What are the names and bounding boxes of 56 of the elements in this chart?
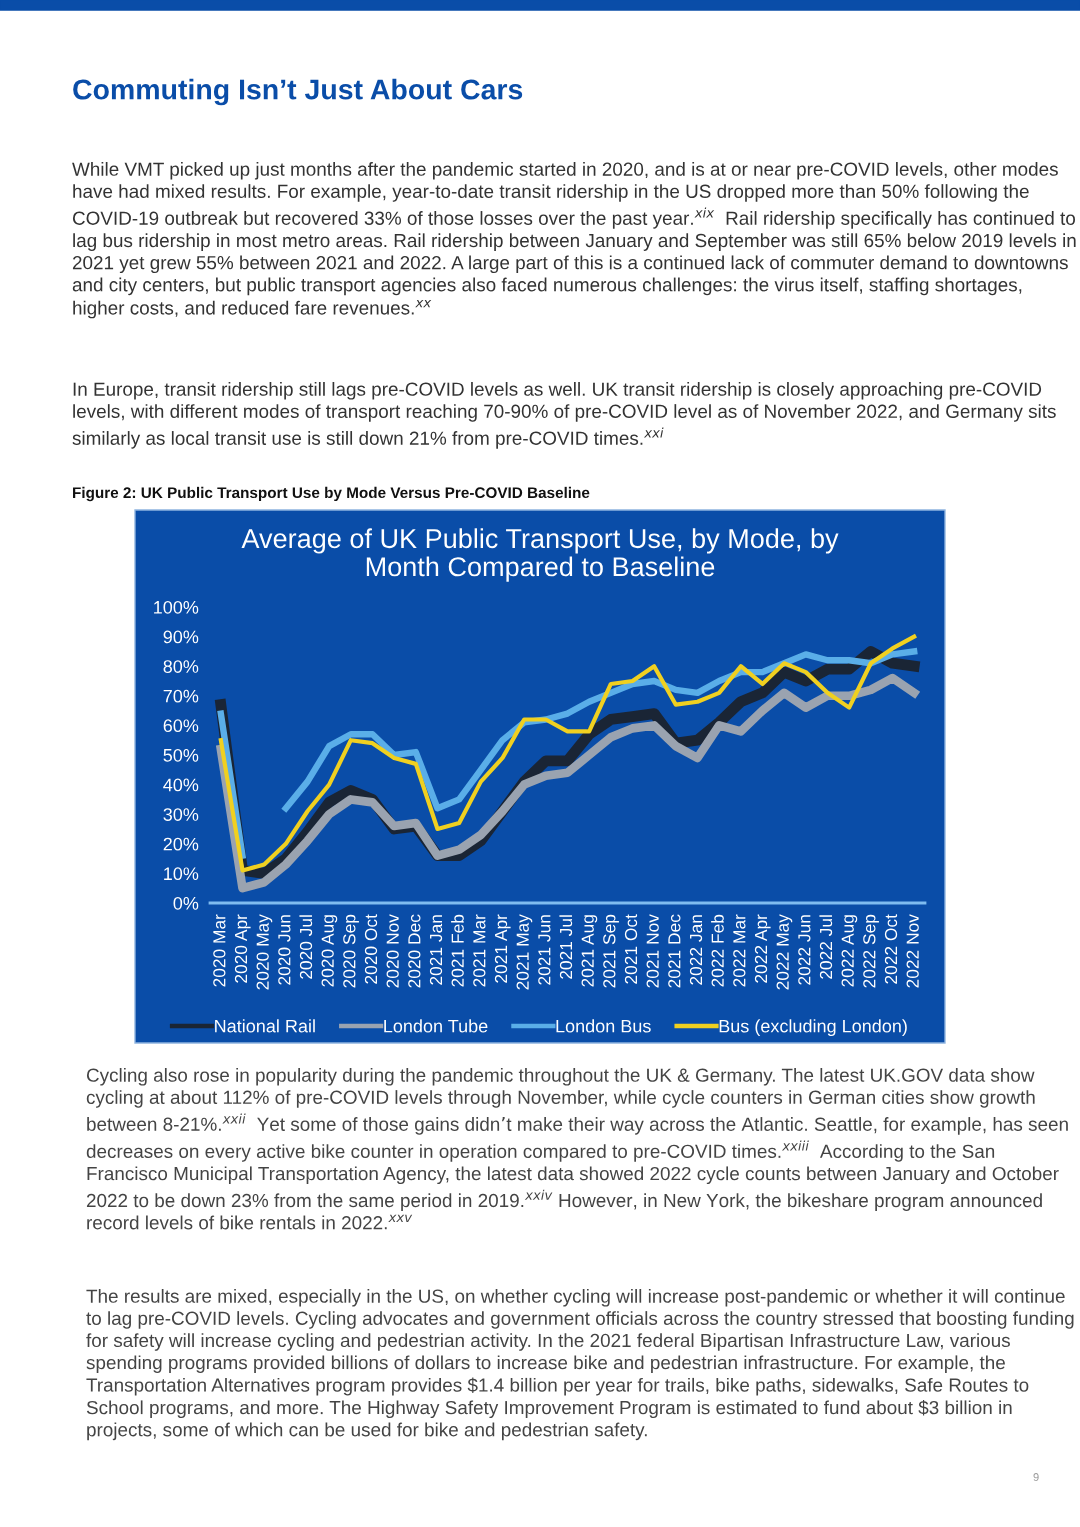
x-tick-label: 2021 Sep bbox=[603, 914, 619, 988]
y-tick-label: 30% bbox=[163, 808, 199, 821]
y-tick-label: 0% bbox=[173, 896, 199, 910]
y-tick-label: 90% bbox=[163, 630, 199, 644]
x-tick-label: 2021 Nov bbox=[646, 914, 659, 988]
x-tick-label: 2021 Oct bbox=[624, 914, 638, 984]
x-tick-label: 2021 May bbox=[516, 914, 533, 990]
legend-label: National Rail bbox=[215, 1019, 315, 1033]
x-tick-label: 2022 Apr bbox=[754, 914, 771, 983]
x-tick-label: 2021 Apr bbox=[494, 914, 511, 983]
x-tick-label: 2022 Jan bbox=[689, 915, 703, 985]
x-tick-label: 2021 Feb bbox=[451, 914, 464, 987]
text: The results are mixed, especially in the US, on whether cycling will increase post-pandemic or whether it will continue to lag pre-COVID levels. Cycling advocates and government officials across the country stressed that boosting funding for safety will increase cycling and pedestrian activity. In the 2021 federal Bipartisan Infrastructure Law, various spending programs provided billions of dollars to increase bike and pedestrian infrastructure. For example, the Transportation Alternatives program provides $1.4 billion per year for trails, bike paths, sidewalks, Safe Routes to School programs, and more. The Highway Safety Improvement Program is estimated to fund about $3 billion in projects, some of which can be used for bike and pedestrian safety. bbox=[86, 1289, 1074, 1441]
x-tick-label: 2022 Mar bbox=[733, 914, 746, 987]
text: In Europe, transit ridership still lags pre-COVID levels as well. UK transit ridership is closely approaching pre-COVID levels, with different modes of transport reaching 70-90% of pre-COVID level as of November 2022, and Germany sits similarly as local transit use is still down 21% from pre-COVID times.$^{xxi}$ bbox=[72, 382, 1056, 449]
x-tick-label: 2022 Sep bbox=[863, 914, 879, 988]
text: Commuting Isn’t Just About Cars bbox=[73, 78, 523, 106]
x-tick-label: 2022 May bbox=[776, 914, 793, 990]
chart-title: Average of UK Public Transport Use, by Mode, by Month Compared to Baseline bbox=[241, 528, 839, 582]
x-tick-label: 2022 Jul bbox=[819, 915, 833, 979]
y-tick-label: 50% bbox=[163, 748, 199, 762]
x-tick-label: 2021 Jun bbox=[538, 915, 551, 985]
x-tick-label: 2020 Mar bbox=[213, 914, 226, 987]
x-tick-label: 2021 Jul bbox=[559, 915, 573, 979]
legend-label: London Bus bbox=[556, 1019, 651, 1033]
text: Cycling also rose in popularity during the pandemic throughout the UK & Germany. The latest UK.GOV data show cycling at about 112% of pre-COVID levels through November, while cycle counters in German cities show growth between 8-21%.$^{xxii}$ Yet some of those gains didn’t make their way across the Atlantic. Seattle, for example, has seen decreases on every active bike counter in operation compared to pre-COVID times.$^{xxiii}$ According to the San Francisco Municipal Transportation Agency, the latest data showed 2022 cycle counts between January and October 2022 to be down 23% from the same period in 2019.$^{xxiv}$ However, in New York, the bikeshare program announced record levels of bike rentals in 2022.$^{xxv}$ bbox=[86, 1068, 1068, 1230]
x-tick-label: 2020 Apr bbox=[234, 914, 251, 983]
y-tick-label: 20% bbox=[163, 837, 199, 851]
x-tick-label: 2021 Mar bbox=[473, 914, 486, 987]
x-tick-label: 2022 Feb bbox=[711, 914, 724, 987]
x-tick-label: 2020 Jun bbox=[278, 915, 291, 985]
y-tick-label: 70% bbox=[163, 689, 199, 703]
caption: Figure 2: UK Public Transport Use by Mode Versus Pre-COVID Baseline bbox=[73, 486, 590, 502]
y-tick-label: 60% bbox=[163, 719, 199, 733]
x-tick-label: 2020 Jul bbox=[299, 915, 313, 979]
y-tick-label: 100% bbox=[154, 600, 199, 614]
x-tick-label: 2022 Jun bbox=[798, 915, 811, 985]
x-tick-label: 2020 May bbox=[256, 914, 273, 990]
x-tick-label: 2021 Dec bbox=[668, 914, 681, 988]
x-tick-label: 2020 Nov bbox=[386, 914, 399, 988]
x-tick-label: 2022 Aug bbox=[841, 915, 858, 987]
x-tick-label: 2020 Sep bbox=[343, 914, 359, 988]
x-tick-label: 2021 Jan bbox=[429, 915, 443, 985]
legend-label: Bus (excluding London) bbox=[719, 1019, 907, 1037]
y-tick-label: 80% bbox=[163, 660, 199, 673]
legend-label: London Tube bbox=[384, 1019, 488, 1033]
x-tick-label: 2020 Oct bbox=[364, 914, 378, 984]
x-tick-label: 2022 Nov bbox=[906, 914, 919, 988]
text: While VMT picked up just months after the pandemic started in 2020, and is at or near pre-COVID levels, other modes have had mixed results. For example, year-to-date transit ridership in the US dropped more than 50% following the COVID-19 outbreak but recovered 33% of those losses over the past year.$^{xix}$ Rail ridership specifically has continued to lag bus ridership in most metro areas. Rail ridership between January and September was still 65% below 2019 levels in 2021 yet grew 55% between 2021 and 2022. A large part of this is a continued lack of commuter demand to downtowns and city centers, but public transport agencies also faced numerous challenges: the virus itself, staffing shortages, higher costs, and reduced fare revenues.$^{xx}$ bbox=[72, 162, 1076, 319]
x-tick-label: 2022 Oct bbox=[884, 914, 898, 984]
x-tick-label: 2020 Aug bbox=[321, 915, 338, 987]
x-tick-label: 2021 Aug bbox=[581, 915, 598, 987]
x-tick-label: 2020 Dec bbox=[408, 914, 421, 988]
text: 9 bbox=[1033, 1473, 1039, 1481]
y-tick-label: 40% bbox=[163, 778, 199, 792]
y-tick-label: 10% bbox=[164, 867, 199, 881]
